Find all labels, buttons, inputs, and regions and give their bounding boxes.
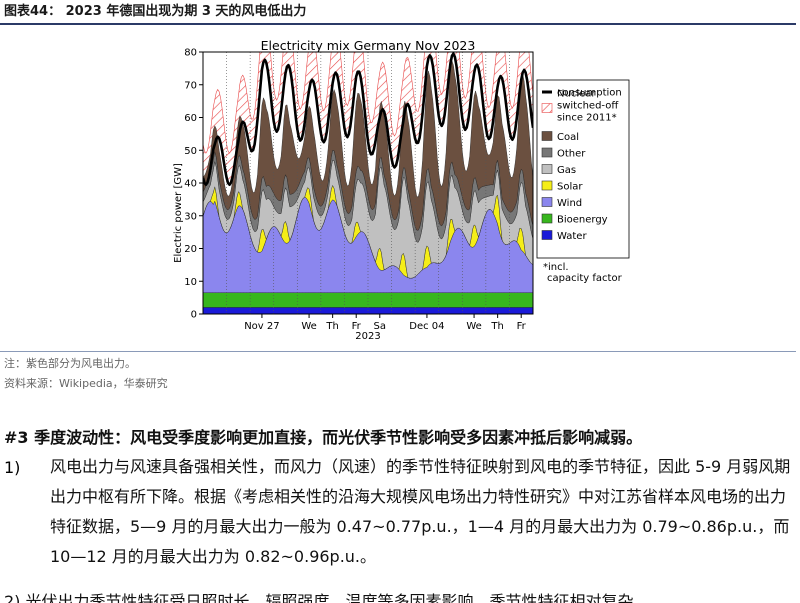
bioenergy-area [203,292,533,308]
legend-label: Nuclear [557,89,596,100]
chart-svg: Electricity mix Germany Nov 2023 0 10 20 30… [173,38,630,342]
figure-source: 资料来源：Wikipedia，华泰研究 [4,377,168,390]
y-tick-label: 60 [184,113,197,124]
x-tick-label: Th [325,321,338,332]
legend-swatch [541,147,553,158]
y-axis: 0 10 20 30 40 50 60 70 80 [184,48,203,321]
x-tick-label: We [466,321,481,332]
legend-swatch [541,213,553,224]
legend-label: consumption [557,88,622,99]
plot-area [203,52,533,314]
legend-label: since 2011* [557,113,617,124]
x-tick-label: Sa [374,321,386,332]
legend-swatch [541,103,553,113]
y-axis-label: Electric power [GW] [173,163,184,263]
y-tick-label: 80 [184,48,197,59]
footnote-line-1: *incl. [543,262,569,273]
coal-area [203,60,533,231]
y-tick-label: 30 [184,211,197,222]
legend-label: Coal [557,132,579,143]
notes-divider [0,351,796,352]
y-tick-label: 10 [184,277,197,288]
y-tick-label: 70 [184,80,197,91]
legend-label: Wind [557,198,582,209]
legend-swatch [541,180,553,191]
x-tick-label: Th [490,321,503,332]
x-tick-label: Dec 04 [409,321,444,332]
legend-label: Other [557,149,586,160]
footnote-line-2: capacity factor [547,273,623,284]
section-heading: #3 季度波动性：风电受季度影响更加直接，而光伏季节性影响受多因素冲抵后影响减弱… [4,428,643,447]
x-tick-label: We [301,321,316,332]
y-tick-label: 40 [184,179,197,190]
truncated-next-item: 2) 光伏出力季节性特征受日照时长、辐照强度、温度等多因素影响，季节性特征相对复… [4,592,650,603]
x-tick-label: Fr [352,321,362,332]
y-tick-label: 0 [191,310,197,321]
y-tick-label: 20 [184,244,197,255]
title-divider [0,23,796,25]
list-item-text: 风电出力与风速具备强相关性，而风力（风速）的季节性特征映射到风电的季节特征，因此… [50,457,791,566]
legend-label: Solar [557,182,583,193]
y-tick-label: 50 [184,146,197,157]
legend-label: Gas [557,165,576,176]
x-axis-label: 2023 [355,331,380,342]
consumption-line [203,52,533,186]
x-tick-label: Fr [517,321,527,332]
list-item-number: 1) [4,458,21,477]
legend-swatch [541,197,553,207]
legend-swatch [541,131,553,141]
legend-label: Water [557,231,587,242]
x-axis: Nov 27 We Th Fr Sa Dec 04 We Th Fr [244,314,527,332]
legend-box [536,79,630,259]
x-tick-label: Nov 27 [244,321,279,332]
legend-label: switched-off [557,101,619,112]
figure-note: 注：紫色部分为风电出力。 [4,357,136,370]
legend-swatch [541,164,553,174]
electricity-mix-chart: Electricity mix Germany Nov 2023 0 10 20 30… [165,30,635,348]
legend-label: Bioenergy [557,215,608,226]
legend-swatch [541,230,553,240]
figure-title: 图表44： 2023 年德国出现为期 3 天的风电低出力 [4,4,307,19]
chart-title: Electricity mix Germany Nov 2023 [261,38,476,53]
